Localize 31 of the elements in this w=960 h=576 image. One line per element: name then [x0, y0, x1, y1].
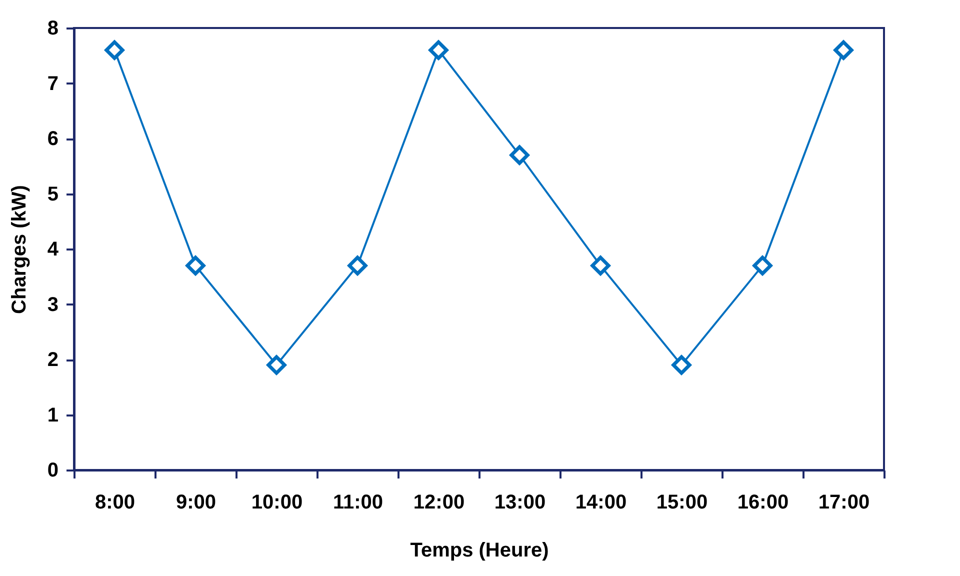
- x-tick-label: 15:00: [656, 492, 708, 514]
- point: [266, 355, 286, 375]
- x-tick-label: 11:00: [332, 492, 384, 514]
- y-tick-label: 5: [47, 183, 58, 206]
- x-tick-label: 8:00: [94, 492, 136, 514]
- x-tick-label: 9:00: [176, 492, 216, 514]
- x-tick-label: 14:00: [575, 492, 627, 514]
- point: [104, 40, 124, 60]
- y-tick-label: 8: [47, 18, 58, 40]
- point: [510, 145, 530, 165]
- x-tick-label: 10:00: [251, 492, 303, 514]
- y-axis-title: Charges (kW): [8, 185, 30, 314]
- point: [428, 40, 448, 60]
- point: [590, 256, 610, 276]
- y-tick-label: 4: [47, 238, 60, 260]
- x-axis-title: Temps (Heure): [410, 540, 549, 562]
- x-tick-label: 16:00: [737, 492, 789, 514]
- x-tick-label: 13:00: [494, 492, 546, 514]
- point: [834, 40, 854, 60]
- point: [348, 256, 368, 276]
- y-tick-label: 2: [47, 349, 58, 371]
- point: [752, 256, 772, 276]
- x-tick-label: 17:00: [818, 492, 870, 514]
- y-tick-label: 1: [47, 404, 58, 426]
- point: [672, 355, 692, 375]
- y-tick-label: 3: [47, 294, 58, 316]
- y-tick-label: 7: [47, 72, 58, 95]
- y-tick-label: 6: [47, 128, 58, 150]
- x-tick-label: 12:00: [413, 492, 465, 514]
- y-tick-label: 0: [47, 460, 58, 482]
- point: [186, 256, 206, 276]
